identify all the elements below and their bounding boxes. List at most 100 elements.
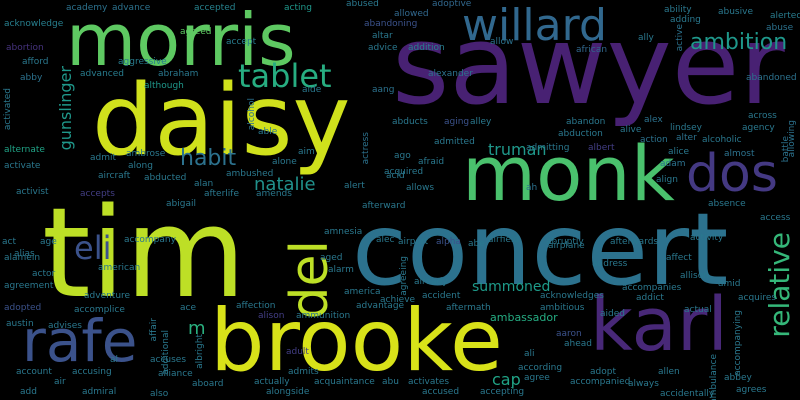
cloud-word-ambassador: ambassador (490, 311, 558, 324)
cloud-word-activate: activate (4, 161, 41, 171)
cloud-word-american: american (98, 263, 141, 273)
cloud-word-advises: advises (48, 321, 82, 331)
cloud-word-alert: alert (344, 181, 365, 191)
cloud-word-allowing: allowing (787, 120, 797, 158)
cloud-word-amnesia: amnesia (324, 227, 363, 237)
cloud-word-already: already (414, 277, 448, 287)
cloud-word-ambrose: ambrose (126, 149, 166, 159)
cloud-word-admits: admits (288, 367, 319, 377)
cloud-word-alley: alley (470, 117, 492, 127)
cloud-word-activates: activates (408, 377, 450, 387)
cloud-word-alcohol: alcohol (247, 98, 257, 131)
cloud-word-alpha: alpha (436, 237, 461, 247)
cloud-word-alone: alone (272, 157, 297, 167)
cloud-word-accompany: accompany (124, 235, 176, 245)
cloud-word-alamein: alamein (4, 253, 41, 263)
cloud-word-monk: monk (462, 129, 675, 218)
cloud-word-afterlife: afterlife (204, 189, 239, 199)
cloud-word-also: also (150, 389, 169, 399)
cloud-word-alias: alias (14, 249, 35, 259)
cloud-word-airplane: airplane (548, 241, 585, 251)
cloud-word-across: across (748, 111, 777, 121)
cloud-word-ally: ally (638, 33, 654, 43)
cloud-word-abducts: abducts (392, 117, 428, 127)
cloud-word-aide: aide (302, 85, 322, 95)
cloud-word-addition: addition (408, 43, 445, 53)
cloud-word-alison: alison (258, 311, 285, 321)
cloud-word-absence: absence (708, 199, 746, 209)
cloud-word-agreed: agreed (180, 27, 212, 37)
cloud-word-accidentally: accidentally (660, 389, 715, 399)
cloud-word-aircraft: aircraft (98, 171, 131, 181)
cloud-word-acquired: acquired (384, 167, 424, 177)
cloud-word-amends: amends (256, 189, 292, 199)
cloud-word-accident: accident (422, 291, 461, 301)
cloud-word-age: age (40, 237, 57, 247)
cloud-word-allowed: allowed (394, 9, 429, 19)
cloud-word-active: active (675, 24, 685, 52)
cloud-word-ahead: ahead (564, 339, 592, 349)
cloud-word-adopted: adopted (4, 303, 42, 313)
cloud-word-affect: affect (666, 253, 692, 263)
cloud-word-altar: altar (372, 31, 393, 41)
cloud-word-add: add (20, 387, 37, 397)
cloud-word-accuses: accuses (150, 355, 187, 365)
cloud-word-admitted: admitted (434, 137, 475, 147)
cloud-word-abraham: abraham (158, 69, 199, 79)
cloud-word-karl: karl (590, 282, 728, 368)
cloud-word-abandon: abandon (566, 117, 606, 127)
cloud-word-adding: adding (670, 15, 701, 25)
cloud-word-aging: aging (444, 117, 470, 127)
cloud-word-ace: ace (180, 303, 197, 313)
cloud-word-habit: habit (180, 146, 237, 171)
cloud-word-alec: alec (376, 235, 395, 245)
cloud-word-aged: aged (320, 253, 343, 263)
cloud-word-advice: advice (368, 43, 398, 53)
cloud-word-america: america (344, 287, 381, 297)
cloud-word-alongside: alongside (266, 387, 310, 397)
cloud-word-adopt: adopt (590, 367, 616, 377)
cloud-word-dos: dos (686, 144, 778, 204)
cloud-word-summoned: summoned (472, 279, 551, 295)
cloud-word-african: african (576, 45, 608, 55)
cloud-word-act: act (2, 237, 16, 247)
cloud-word-concert: concert (352, 191, 729, 308)
cloud-word-abby: abby (20, 73, 43, 83)
cloud-word-aggressive: aggressive (118, 57, 167, 67)
cloud-word-abbey: abbey (724, 373, 752, 383)
cloud-word-agrees: agrees (736, 385, 767, 395)
cloud-word-abusive: abusive (718, 7, 753, 17)
cloud-word-activist: activist (16, 187, 49, 197)
cloud-word-ah: ah (526, 183, 538, 193)
cloud-word-willard: willard (462, 0, 607, 51)
cloud-word-address: address (592, 259, 628, 269)
cloud-word-del: del (280, 240, 340, 320)
cloud-word-alex: alex (644, 115, 663, 125)
cloud-word-accept: accept (226, 37, 257, 47)
cloud-word-acknowledges: acknowledges (540, 291, 604, 301)
cloud-word-acting: acting (284, 3, 312, 13)
cloud-word-advance: advance (112, 3, 151, 13)
cloud-word-accepts: accepts (80, 189, 115, 199)
cloud-word-according: according (518, 363, 563, 373)
cloud-word-alternate: alternate (4, 145, 45, 155)
cloud-word-abruptly: abruptly (546, 237, 584, 247)
cloud-word-accepted: accepted (194, 3, 236, 13)
cloud-word-adoptive: adoptive (432, 0, 472, 9)
cloud-word-acknowledge: acknowledge (4, 19, 64, 29)
cloud-word-accompanied: accompanied (570, 377, 631, 387)
cloud-word-ability: ability (664, 5, 692, 15)
cloud-word-aaron: aaron (556, 329, 582, 339)
cloud-word-albright: albright (195, 334, 205, 369)
cloud-word-airport: airport (398, 237, 429, 247)
cloud-word-allen: allen (658, 367, 680, 377)
cloud-word-brooke: brooke (210, 291, 503, 391)
cloud-word-action: action (640, 135, 668, 145)
cloud-word-tablet: tablet (238, 57, 332, 95)
cloud-word-access: access (760, 213, 791, 223)
cloud-word-aang: aang (372, 85, 395, 95)
cloud-word-truman: truman (488, 140, 547, 159)
cloud-word-actual: actual (684, 305, 712, 315)
cloud-word-agency: agency (742, 123, 775, 133)
